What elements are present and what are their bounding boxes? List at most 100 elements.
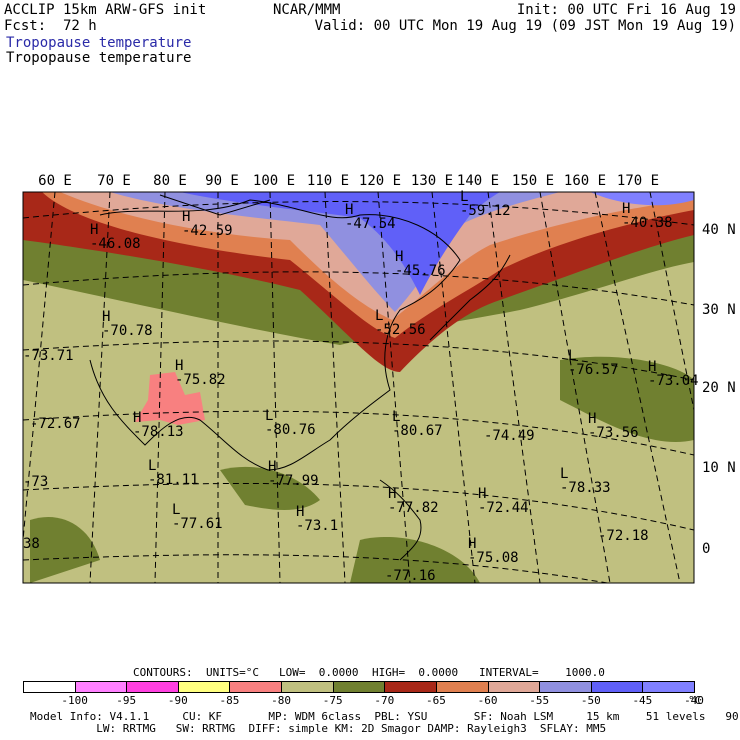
extremum-letter: H — [588, 411, 596, 427]
extremum-letter: H — [182, 209, 190, 225]
model-info-line1: Model Info: V4.1.1 CU: KF MP: WDM 6class… — [30, 710, 740, 723]
lat-label: 30 N — [702, 302, 736, 318]
colorbar-swatch — [590, 681, 644, 693]
run-title: ACCLIP 15km ARW-GFS init — [4, 2, 207, 18]
extremum-value: -46.08 — [90, 236, 141, 252]
lon-label: 60 E — [38, 173, 72, 189]
extremum-letter: L — [392, 409, 400, 425]
extremum-letter: H — [648, 359, 656, 375]
extremum-letter: L — [568, 348, 576, 364]
extremum-value: -40.38 — [622, 215, 673, 231]
colorbar-label: -70 — [374, 694, 395, 707]
extremum-value: -59.12 — [460, 203, 511, 219]
lon-label: 90 E — [205, 173, 239, 189]
lat-label: 0 — [702, 541, 710, 557]
extremum-value: -78.13 — [133, 424, 184, 440]
colorbar-swatch — [539, 681, 592, 693]
colorbar-swatch — [384, 681, 437, 693]
band-minus45 — [180, 192, 500, 295]
colorbar-label: -55 — [529, 694, 550, 707]
extremum-letter: H — [268, 459, 276, 475]
lon-label: 120 E — [359, 173, 401, 189]
org-label: NCAR/MMM — [273, 2, 341, 18]
extremum-value: -72.18 — [598, 528, 649, 544]
lon-label: 130 E — [411, 173, 453, 189]
lon-label: 150 E — [512, 173, 554, 189]
extremum-letter: L — [375, 308, 383, 324]
lon-label: 80 E — [153, 173, 187, 189]
extremum-value: -47.54 — [345, 216, 396, 232]
latitude-labels: 40 N 30 N 20 N 10 N 0 — [702, 222, 736, 557]
high-low-labels: H-46.08H-42.59H-47.54L-59.12 H-40.38H-45.… — [23, 189, 699, 584]
extremum-letter: H — [102, 309, 110, 325]
colorbar-label: -45 — [632, 694, 653, 707]
high-value: HIGH= 0.0000 — [372, 666, 459, 679]
colorbar-swatch — [229, 681, 283, 693]
extremum-letter: L — [265, 408, 273, 424]
forecast-hour: Fcst: 72 h — [4, 18, 97, 34]
coastlines — [89, 194, 511, 561]
colorbar-label: -90 — [167, 694, 188, 707]
colorbar-swatch — [74, 681, 128, 693]
extremum-value: -77.99 — [268, 473, 319, 489]
extremum-letter: H — [395, 249, 403, 265]
extremum-letter: H — [468, 536, 476, 552]
band-patch-east — [560, 356, 694, 442]
lat-lon-grid — [23, 192, 694, 583]
lon-label: 160 E — [564, 173, 606, 189]
extremum-letter: H — [388, 486, 396, 502]
extremum-value: -73.71 — [23, 348, 74, 364]
colorbar-swatch — [23, 681, 76, 693]
colorbar-unit: °C — [688, 694, 702, 707]
colorbar-label: -40 — [684, 694, 704, 707]
extremum-value: -73.04 — [648, 373, 699, 389]
extremum-letter: L — [560, 466, 568, 482]
extremum-letter: H — [622, 201, 630, 217]
extremum-value: -78.33 — [560, 480, 611, 496]
low-value: LOW= 0.0000 — [279, 666, 359, 679]
colorbar-swatch — [126, 681, 179, 693]
band-patch-west — [30, 516, 100, 583]
extremum-value: -72.44 — [478, 500, 529, 516]
colorbar-label: -65 — [425, 694, 446, 707]
colorbar-swatch — [281, 681, 334, 693]
lon-label: 70 E — [97, 173, 131, 189]
lat-label: 40 N — [702, 222, 736, 238]
colorbar-swatch — [435, 681, 489, 693]
extremum-value: -81.11 — [148, 472, 199, 488]
colorbar-label: -100 — [61, 694, 88, 707]
extremum-value: -52.56 — [375, 322, 426, 338]
extremum-value: -74.49 — [484, 428, 535, 444]
colorbar-label: -60 — [477, 694, 498, 707]
valid-time: Valid: 00 UTC Mon 19 Aug 19 (09 JST Mon … — [314, 18, 736, 34]
lon-label: 140 E — [457, 173, 499, 189]
extremum-value: -73 — [23, 474, 48, 490]
extremum-value: -76.57 — [568, 362, 619, 378]
band-patch-equator — [350, 536, 480, 583]
colorbar-swatch — [487, 681, 541, 693]
band-patch-south — [220, 466, 320, 510]
extremum-value: -73.56 — [588, 425, 639, 441]
colorbar-label: -80 — [271, 694, 291, 707]
extremum-value: -77.61 — [172, 516, 223, 532]
lon-label: 110 E — [307, 173, 349, 189]
extremum-value: -45.76 — [395, 263, 446, 279]
extremum-value: -70.78 — [102, 323, 153, 339]
colorbar-label: -50 — [580, 694, 601, 707]
colorbar-swatch — [332, 681, 386, 693]
extremum-letter: L — [172, 502, 180, 518]
lon-label: 170 E — [617, 173, 659, 189]
extremum-value: -80.76 — [265, 422, 316, 438]
colorbar-label: -75 — [322, 694, 343, 707]
extremum-letter: H — [133, 410, 141, 426]
extremum-letter: H — [296, 504, 304, 520]
extremum-letter: H — [175, 358, 183, 374]
colorbar-swatch — [642, 681, 695, 693]
units-label: UNITS=°C — [206, 666, 259, 679]
contours-label: CONTOURS: — [133, 666, 193, 679]
colorbar-label: -85 — [219, 694, 240, 707]
longitude-labels: 60 E 70 E 80 E 90 E 100 E 110 E 120 E 130 E 140 … — [38, 173, 659, 189]
lat-label: 20 N — [702, 380, 736, 396]
model-info-line2: LW: RRTMG SW: RRTMG DIFF: simple KM: 2D … — [30, 722, 607, 735]
extremum-letter: L — [460, 189, 468, 205]
